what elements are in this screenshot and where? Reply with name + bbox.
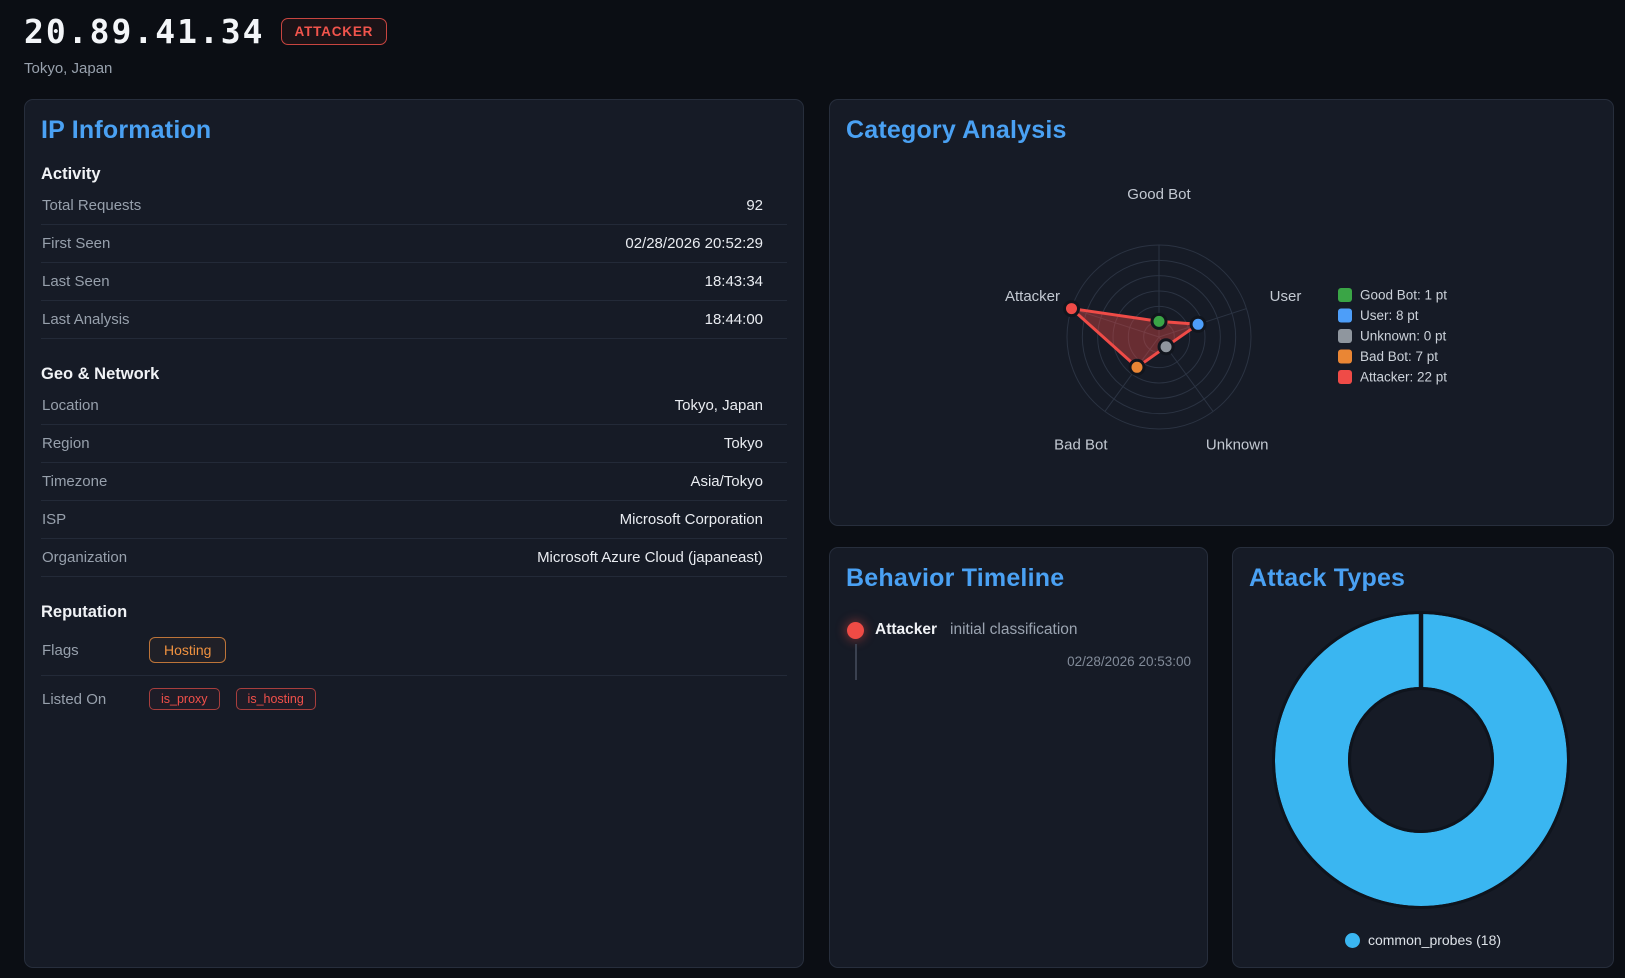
attack-types-panel: Attack Types common_probes (18) [1232, 547, 1614, 968]
timeline-event-timestamp: 02/28/2026 20:53:00 [1067, 654, 1191, 669]
row-label: Last Analysis [42, 311, 130, 328]
flag-badge-hosting: Hosting [149, 637, 227, 663]
row-label: Region [42, 435, 90, 452]
radar-legend-label: User: 8 pt [1360, 308, 1419, 323]
donut-legend-label: common_probes (18) [1367, 932, 1502, 948]
row-label: Listed On [42, 690, 107, 708]
row-value: Tokyo [723, 435, 763, 452]
timeline-event-dot [847, 622, 864, 639]
info-row-first-seen: First Seen 02/28/2026 20:52:29 [41, 225, 787, 263]
info-row-timezone: Timezone Asia/Tokyo [41, 463, 787, 501]
radar-legend-swatch [1338, 370, 1352, 384]
attack-types-donut-chart[interactable] [1249, 593, 1599, 923]
radar-data-point[interactable] [1150, 312, 1168, 330]
section-heading-geo-network: Geo & Network [41, 365, 160, 383]
radar-data-point[interactable] [1063, 300, 1081, 318]
donut-segment-seam [1418, 612, 1424, 689]
donut-legend-item[interactable]: common_probes (18) [1249, 932, 1597, 948]
radar-axis-label: Attacker [1005, 288, 1060, 305]
row-label: Timezone [42, 473, 108, 490]
timeline-event-description: initial classification [950, 621, 1078, 638]
radar-axis-label: Unknown [1206, 437, 1269, 454]
row-value: 92 [746, 197, 763, 214]
timeline-event: Attacker initial classification 02/28/20… [846, 621, 1191, 680]
radar-data-point[interactable] [1189, 315, 1207, 333]
radar-data-point[interactable] [1128, 358, 1146, 376]
radar-legend-label: Attacker: 22 pt [1360, 370, 1447, 385]
row-value: 18:44:00 [704, 311, 763, 328]
ip-information-panel: IP Information Activity Total Requests 9… [24, 99, 804, 968]
behavior-timeline-panel: Behavior Timeline Attacker initial class… [829, 547, 1208, 968]
info-row-listed-on: Listed On is_proxy is_hosting [41, 676, 787, 722]
radar-legend-item[interactable]: Good Bot: 1 pt [1338, 288, 1447, 303]
attack-types-title: Attack Types [1249, 564, 1406, 592]
radar-legend-item[interactable]: User: 8 pt [1338, 308, 1419, 323]
radar-legend-label: Good Bot: 1 pt [1360, 288, 1447, 303]
row-value: Microsoft Corporation [619, 511, 763, 528]
radar-legend-label: Unknown: 0 pt [1360, 329, 1447, 344]
page-header: 20.89.41.34 ATTACKER Tokyo, Japan [0, 0, 1625, 77]
ip-address: 20.89.41.34 [24, 12, 265, 51]
listed-badge-is-hosting: is_hosting [235, 688, 316, 710]
category-analysis-title: Category Analysis [846, 116, 1067, 144]
row-value: 18:43:34 [704, 273, 763, 290]
info-row-last-seen: Last Seen 18:43:34 [41, 263, 787, 301]
radar-legend-item[interactable]: Unknown: 0 pt [1338, 329, 1447, 344]
row-value: Asia/Tokyo [690, 473, 763, 490]
radar-legend-swatch [1338, 308, 1352, 323]
donut-legend-swatch [1344, 932, 1360, 948]
radar-axis-label: User [1270, 288, 1302, 305]
info-row-isp: ISP Microsoft Corporation [41, 501, 787, 539]
timeline-event-category: Attacker [875, 621, 938, 638]
ip-information-title: IP Information [41, 116, 212, 144]
row-label: ISP [42, 511, 67, 528]
category-radar-chart[interactable]: Good Bot User Unknown Bad Bot Attacker Good B… [846, 145, 1599, 488]
radar-axis-label: Good Bot [1127, 186, 1191, 203]
section-heading-reputation: Reputation [41, 603, 128, 621]
behavior-timeline-title: Behavior Timeline [846, 564, 1065, 592]
row-label: Last Seen [42, 273, 110, 290]
row-value: 02/28/2026 20:52:29 [625, 235, 763, 252]
radar-axis-label: Bad Bot [1054, 437, 1108, 454]
donut-inner-border [1348, 687, 1494, 833]
classification-badge: ATTACKER [280, 18, 388, 45]
info-row-organization: Organization Microsoft Azure Cloud (japa… [41, 539, 787, 577]
row-label: Organization [42, 549, 128, 566]
section-heading-activity: Activity [41, 165, 101, 183]
timeline-rail [846, 621, 865, 680]
row-label: Location [42, 397, 99, 414]
radar-legend-item[interactable]: Attacker: 22 pt [1338, 370, 1447, 385]
dashboard: IP Information Activity Total Requests 9… [0, 77, 1625, 968]
category-analysis-panel: Category Analysis Good Bot User Unknown Bad… [829, 99, 1614, 526]
radar-legend-swatch [1338, 329, 1352, 343]
row-value: Tokyo, Japan [674, 397, 763, 414]
radar-data-point[interactable] [1157, 338, 1175, 356]
row-value: Microsoft Azure Cloud (japaneast) [537, 549, 763, 566]
radar-legend-swatch [1338, 288, 1352, 302]
info-row-location: Location Tokyo, Japan [41, 387, 787, 425]
timeline-connector-line [854, 644, 857, 680]
radar-legend-label: Bad Bot: 7 pt [1360, 349, 1438, 364]
radar-legend-swatch [1338, 349, 1352, 364]
row-label: Total Requests [42, 197, 142, 214]
ip-location: Tokyo, Japan [24, 60, 113, 77]
info-row-last-analysis: Last Analysis 18:44:00 [41, 301, 787, 339]
radar-series-polygon [1070, 307, 1200, 369]
radar-legend-item[interactable]: Bad Bot: 7 pt [1338, 349, 1438, 364]
row-label: First Seen [42, 235, 111, 252]
info-row-flags: Flags Hosting [41, 625, 787, 676]
listed-badge-is-proxy: is_proxy [149, 688, 220, 710]
info-row-region: Region Tokyo [41, 425, 787, 463]
row-label: Flags [42, 641, 79, 659]
info-row-total-requests: Total Requests 92 [41, 187, 787, 225]
